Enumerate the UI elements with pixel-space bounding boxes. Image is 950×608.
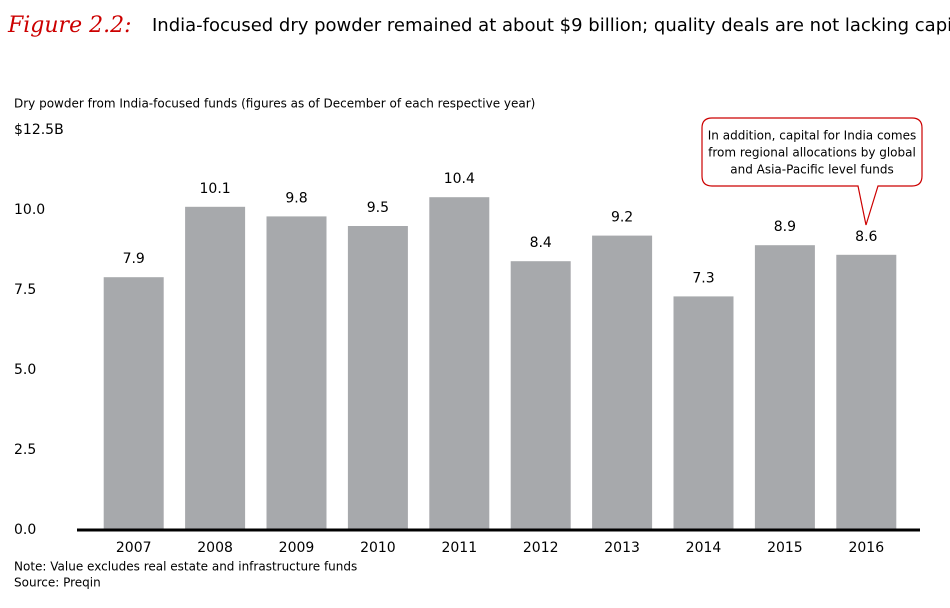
chart-subtitle: Dry powder from India-focused funds (fig… — [14, 97, 535, 111]
x-tick-label: 2014 — [686, 540, 722, 556]
x-tick-label: 2007 — [116, 540, 152, 556]
data-label: 9.8 — [285, 190, 307, 206]
y-tick-label: 7.5 — [14, 282, 36, 298]
y-tick-label: 2.5 — [14, 442, 36, 458]
bar — [836, 254, 897, 531]
data-label: 10.4 — [444, 171, 475, 187]
y-tick-label: 5.0 — [14, 362, 36, 378]
source: Source: Preqin — [14, 576, 101, 590]
data-label: 7.9 — [123, 251, 145, 267]
bar — [754, 245, 815, 530]
data-label: 8.4 — [530, 235, 552, 251]
annotation-line: from regional allocations by global — [708, 146, 916, 160]
x-tick-label: 2012 — [523, 540, 559, 556]
bar — [673, 296, 734, 530]
annotation-line: and Asia-Pacific level funds — [730, 163, 893, 177]
bar — [347, 226, 408, 530]
y-tick-label: 0.0 — [14, 522, 36, 538]
callout-box — [701, 117, 923, 226]
bar — [266, 216, 327, 530]
bar — [185, 206, 246, 531]
data-label: 8.9 — [774, 219, 796, 235]
data-label: 9.2 — [611, 210, 633, 226]
x-tick-label: 2010 — [360, 540, 396, 556]
x-tick-label: 2016 — [848, 540, 884, 556]
x-tick-label: 2008 — [197, 540, 233, 556]
bar — [592, 235, 653, 530]
chart-title: India-focused dry powder remained at abo… — [152, 15, 950, 36]
x-tick-label: 2011 — [441, 540, 477, 556]
figure-label: Figure 2.2: — [7, 13, 131, 38]
x-tick-label: 2015 — [767, 540, 803, 556]
x-tick-label: 2013 — [604, 540, 640, 556]
data-label: 7.3 — [692, 270, 714, 286]
y-tick-label: 10.0 — [14, 202, 45, 218]
y-tick-label: $12.5B — [14, 122, 64, 138]
x-tick-label: 2009 — [279, 540, 315, 556]
annotation-line: In addition, capital for India comes — [708, 129, 916, 143]
bar — [429, 197, 490, 530]
data-label: 8.6 — [855, 229, 877, 245]
data-label: 10.1 — [200, 181, 231, 197]
data-label: 9.5 — [367, 200, 389, 216]
note: Note: Value excludes real estate and inf… — [14, 560, 357, 574]
bar — [510, 261, 571, 530]
bar — [103, 277, 164, 530]
